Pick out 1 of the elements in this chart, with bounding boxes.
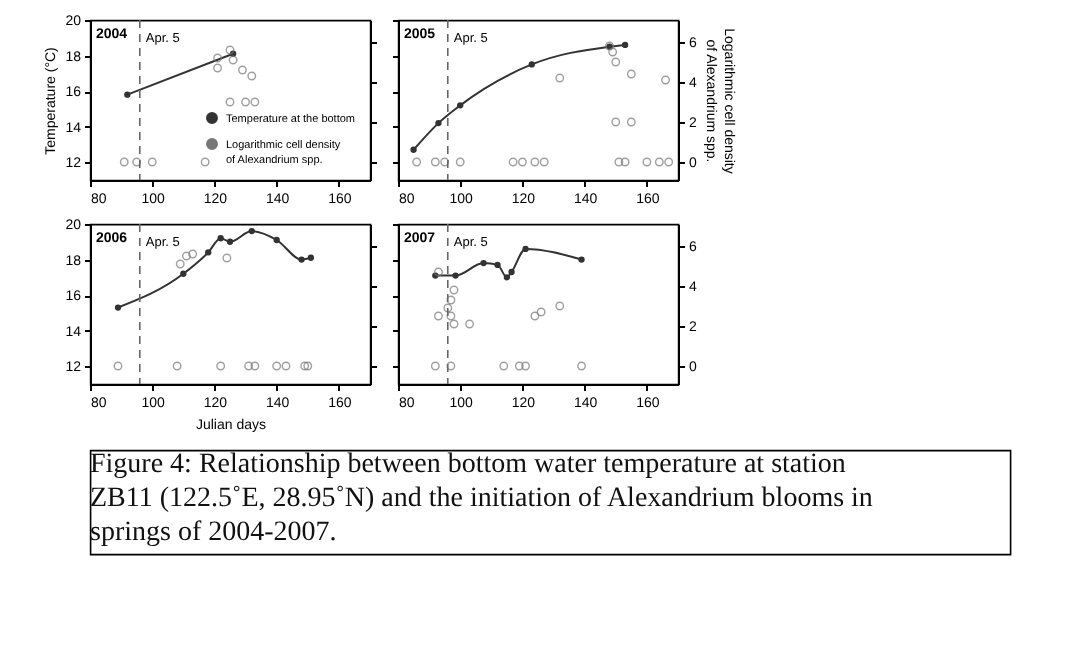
caption: Figure 4: Relationship between bottom water temperature at station ZB11 (122.5˚E, 28.95˚N) and the initiation of Alexandrium blooms in springs of 2004-2007. (90, 450, 873, 548)
